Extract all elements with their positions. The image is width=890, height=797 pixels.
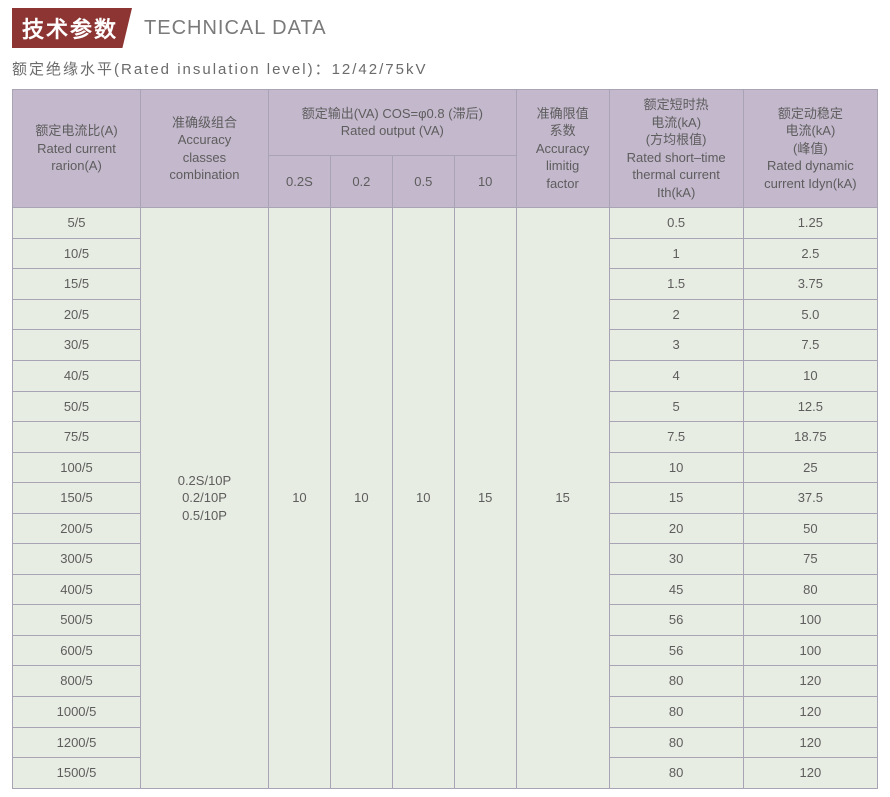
cell-ratio: 100/5	[13, 452, 141, 483]
cell-dynamic: 100	[743, 635, 877, 666]
cell-ratio: 10/5	[13, 238, 141, 269]
cell-dynamic: 120	[743, 758, 877, 789]
header-sub-0: 0.2S	[268, 155, 330, 208]
cell-thermal: 30	[609, 544, 743, 575]
cell-thermal: 4	[609, 361, 743, 392]
cell-ratio: 40/5	[13, 361, 141, 392]
header-sub-1: 0.2	[330, 155, 392, 208]
cell-ratio: 600/5	[13, 635, 141, 666]
table-head: 额定电流比(A) Rated current rarion(A) 准确级组合 A…	[13, 90, 878, 208]
cell-accuracy-merged: 0.2S/10P 0.2/10P 0.5/10P	[140, 208, 268, 788]
cell-ratio: 20/5	[13, 299, 141, 330]
table-body: 5/50.2S/10P 0.2/10P 0.5/10P10101015150.5…	[13, 208, 878, 788]
cell-dynamic: 2.5	[743, 238, 877, 269]
cell-ratio: 1200/5	[13, 727, 141, 758]
cell-dynamic: 50	[743, 513, 877, 544]
cell-ratio: 800/5	[13, 666, 141, 697]
cell-ratio: 75/5	[13, 422, 141, 453]
cell-dynamic: 120	[743, 697, 877, 728]
cell-thermal: 2	[609, 299, 743, 330]
cell-dynamic: 1.25	[743, 208, 877, 239]
cell-thermal: 0.5	[609, 208, 743, 239]
cell-ratio: 1500/5	[13, 758, 141, 789]
cell-ratio: 50/5	[13, 391, 141, 422]
cell-thermal: 3	[609, 330, 743, 361]
cell-thermal: 80	[609, 727, 743, 758]
cell-thermal: 20	[609, 513, 743, 544]
header-accuracy: 准确级组合 Accuracy classes combination	[140, 90, 268, 208]
cell-ratio: 1000/5	[13, 697, 141, 728]
cell-output-merged-3: 15	[454, 208, 516, 788]
cell-dynamic: 25	[743, 452, 877, 483]
header-ratio: 额定电流比(A) Rated current rarion(A)	[13, 90, 141, 208]
title-row: 技术参数 TECHNICAL DATA	[12, 8, 878, 48]
header-factor: 准确限值 系数 Accuracy limitig factor	[516, 90, 609, 208]
cell-thermal: 1.5	[609, 269, 743, 300]
cell-output-merged-2: 10	[392, 208, 454, 788]
cell-dynamic: 120	[743, 666, 877, 697]
subtitle: 额定绝缘水平(Rated insulation level)：12/42/75k…	[12, 58, 878, 79]
cell-thermal: 56	[609, 635, 743, 666]
cell-ratio: 200/5	[13, 513, 141, 544]
cell-thermal: 15	[609, 483, 743, 514]
cell-dynamic: 12.5	[743, 391, 877, 422]
cell-ratio: 400/5	[13, 574, 141, 605]
cell-dynamic: 100	[743, 605, 877, 636]
cell-thermal: 7.5	[609, 422, 743, 453]
header-output: 额定输出(VA) COS=φ0.8 (滞后) Rated output (VA)	[268, 90, 516, 156]
cell-ratio: 30/5	[13, 330, 141, 361]
header-thermal: 额定短时热 电流(kA) (方均根值) Rated short–time the…	[609, 90, 743, 208]
header-dynamic: 额定动稳定 电流(kA) (峰值) Rated dynamic current …	[743, 90, 877, 208]
cell-output-merged-0: 10	[268, 208, 330, 788]
cell-dynamic: 120	[743, 727, 877, 758]
cell-dynamic: 10	[743, 361, 877, 392]
cell-ratio: 150/5	[13, 483, 141, 514]
technical-data-table: 额定电流比(A) Rated current rarion(A) 准确级组合 A…	[12, 89, 878, 789]
title-badge: 技术参数	[12, 8, 132, 48]
cell-output-merged-1: 10	[330, 208, 392, 788]
header-sub-2: 0.5	[392, 155, 454, 208]
cell-thermal: 80	[609, 758, 743, 789]
cell-thermal: 56	[609, 605, 743, 636]
title-en: TECHNICAL DATA	[144, 17, 327, 40]
cell-dynamic: 75	[743, 544, 877, 575]
cell-dynamic: 37.5	[743, 483, 877, 514]
cell-dynamic: 18.75	[743, 422, 877, 453]
cell-thermal: 1	[609, 238, 743, 269]
cell-ratio: 5/5	[13, 208, 141, 239]
cell-dynamic: 7.5	[743, 330, 877, 361]
cell-thermal: 5	[609, 391, 743, 422]
cell-ratio: 300/5	[13, 544, 141, 575]
cell-dynamic: 3.75	[743, 269, 877, 300]
cell-ratio: 500/5	[13, 605, 141, 636]
table-row: 5/50.2S/10P 0.2/10P 0.5/10P10101015150.5…	[13, 208, 878, 239]
cell-thermal: 10	[609, 452, 743, 483]
cell-ratio: 15/5	[13, 269, 141, 300]
cell-thermal: 80	[609, 666, 743, 697]
cell-thermal: 80	[609, 697, 743, 728]
cell-dynamic: 80	[743, 574, 877, 605]
cell-dynamic: 5.0	[743, 299, 877, 330]
cell-thermal: 45	[609, 574, 743, 605]
cell-factor-merged: 15	[516, 208, 609, 788]
header-sub-3: 10	[454, 155, 516, 208]
